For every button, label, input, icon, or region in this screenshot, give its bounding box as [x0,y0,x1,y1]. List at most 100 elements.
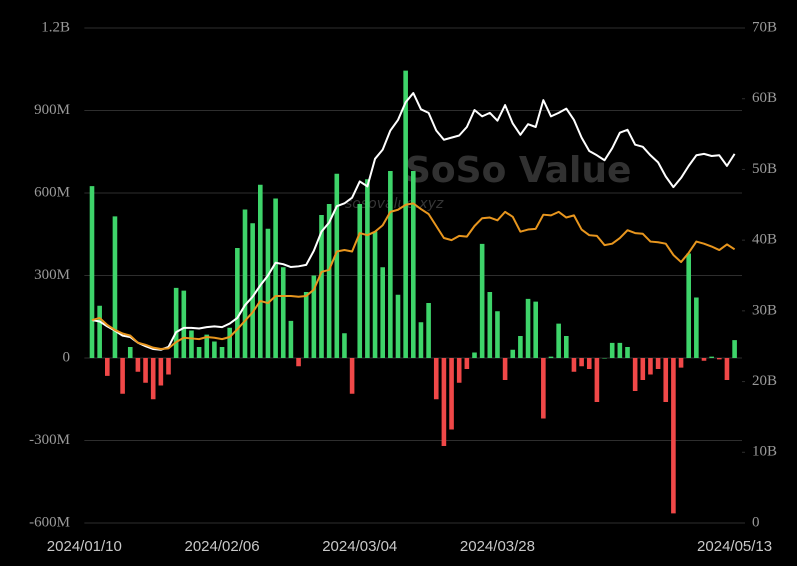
bar [556,323,561,358]
y-tick-label: -600M [29,514,70,530]
bar [158,358,164,386]
bar [678,358,684,368]
bar [319,215,324,358]
y2-tick-label: 20B [752,373,777,389]
bar [426,303,431,358]
bar [609,342,615,358]
bar [166,358,171,375]
bar [686,253,691,358]
bar [97,305,102,358]
bar [663,358,669,402]
x-tick-label: 2024/01/10 [47,538,122,555]
bar [564,336,569,358]
y2-tick-label: 0 [752,514,760,530]
bar [89,186,95,358]
y2-tick-label: 30B [752,302,777,318]
bar [120,358,125,394]
line [91,92,736,351]
bar [372,231,378,358]
bar [456,358,462,383]
bar [487,292,493,358]
y-tick-label: 600M [34,184,70,200]
bar [625,347,630,358]
bar [694,297,699,358]
y2-tick-label: 40B [752,232,777,248]
bar [112,216,118,358]
bar [701,358,707,361]
bar [732,340,737,358]
y2-tick-label: 50B [752,161,777,177]
bar [288,320,294,358]
bar [280,267,286,358]
bar [602,358,607,359]
bar [548,356,554,358]
y2-tick-label: 60B [752,90,777,106]
y-tick-label: 0 [63,349,71,365]
bar [640,358,646,380]
bar [365,179,370,358]
bar [265,228,271,358]
bar [510,349,516,358]
bar [579,358,584,367]
bar [617,342,623,358]
bar [433,358,439,400]
bar [250,223,255,358]
x-tick-label: 2024/05/13 [697,538,772,555]
bar [173,287,179,358]
bar [709,356,714,358]
bar [395,294,401,358]
bar [388,171,393,358]
bar [655,358,661,369]
bar [495,311,500,358]
x-tick-label: 2024/03/04 [322,538,397,555]
bar [411,171,416,358]
bar [518,336,523,358]
x-tick-label: 2024/03/28 [460,538,535,555]
bar [571,358,577,372]
bar [349,358,355,394]
bar [671,358,676,514]
bar [441,358,447,446]
bar [357,204,363,358]
bar [181,290,187,358]
bar [303,292,309,358]
bar [189,330,194,358]
y2-tick-label: 10B [752,444,777,460]
bar [273,198,278,358]
bar [212,341,217,358]
bar [418,322,424,358]
y-tick-label: -300M [29,432,70,448]
bar [296,358,301,367]
bar [403,70,408,358]
bar [449,358,454,430]
x-tick-label: 2024/02/06 [185,538,260,555]
line [91,202,736,351]
bar [143,358,148,383]
watermark: SoSo Value [405,150,631,191]
bar [258,184,263,358]
bar [127,347,133,358]
bar [196,347,202,358]
bar [464,358,470,369]
bar [242,209,248,358]
bar [311,275,317,358]
bar [342,333,347,358]
bar [204,334,210,358]
bar [648,358,653,375]
bar [479,243,485,358]
y2-tick-label: 70B [752,19,777,35]
bar [326,204,332,358]
y-tick-label: 1.2B [41,19,70,35]
bar [150,358,156,400]
bar [541,358,546,419]
bar [334,173,340,358]
bar [135,358,141,372]
bar [586,358,592,369]
bar [227,327,232,358]
bar [502,358,508,380]
bar [380,267,385,358]
bar [533,301,538,358]
bar [594,358,600,402]
bar [724,358,730,380]
